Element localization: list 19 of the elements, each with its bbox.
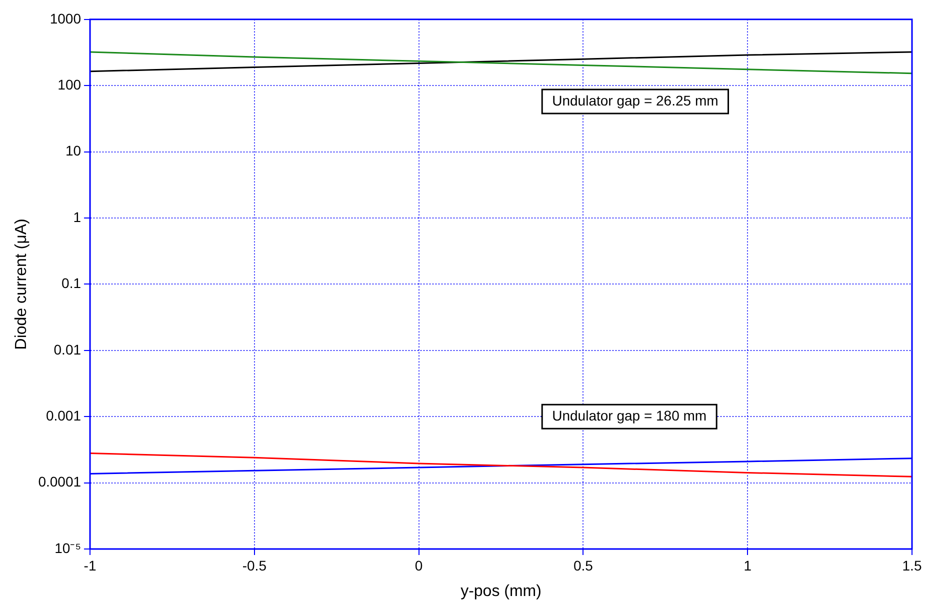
x-tick-label: 1.5 [902, 557, 922, 574]
y-tick-label: 0.1 [62, 275, 82, 292]
y-tick-label: 100 [58, 76, 82, 92]
y-tick-label: 0.001 [46, 407, 82, 424]
x-tick-label: 0.5 [573, 557, 594, 574]
y-tick-label: 10⁻⁵ [54, 540, 82, 556]
x-tick-label: 0 [414, 557, 423, 574]
x-tick-label: -0.5 [242, 557, 267, 574]
annotation: Undulator gap = 180 mm [552, 407, 707, 424]
x-tick-label: 1 [744, 557, 752, 574]
x-axis-title: y-pos (mm) [460, 582, 542, 600]
y-tick-label: 10 [65, 142, 82, 159]
annotation: Undulator gap = 26.25 mm [552, 92, 718, 108]
x-tick-label: -1 [84, 557, 96, 574]
y-tick-label: 0.01 [54, 341, 82, 358]
y-tick-label: 0.0001 [38, 474, 82, 490]
y-tick-label: 1000 [50, 10, 82, 26]
y-axis-title: Diode current (μA) [13, 218, 30, 350]
y-tick-label: 1 [73, 208, 82, 225]
